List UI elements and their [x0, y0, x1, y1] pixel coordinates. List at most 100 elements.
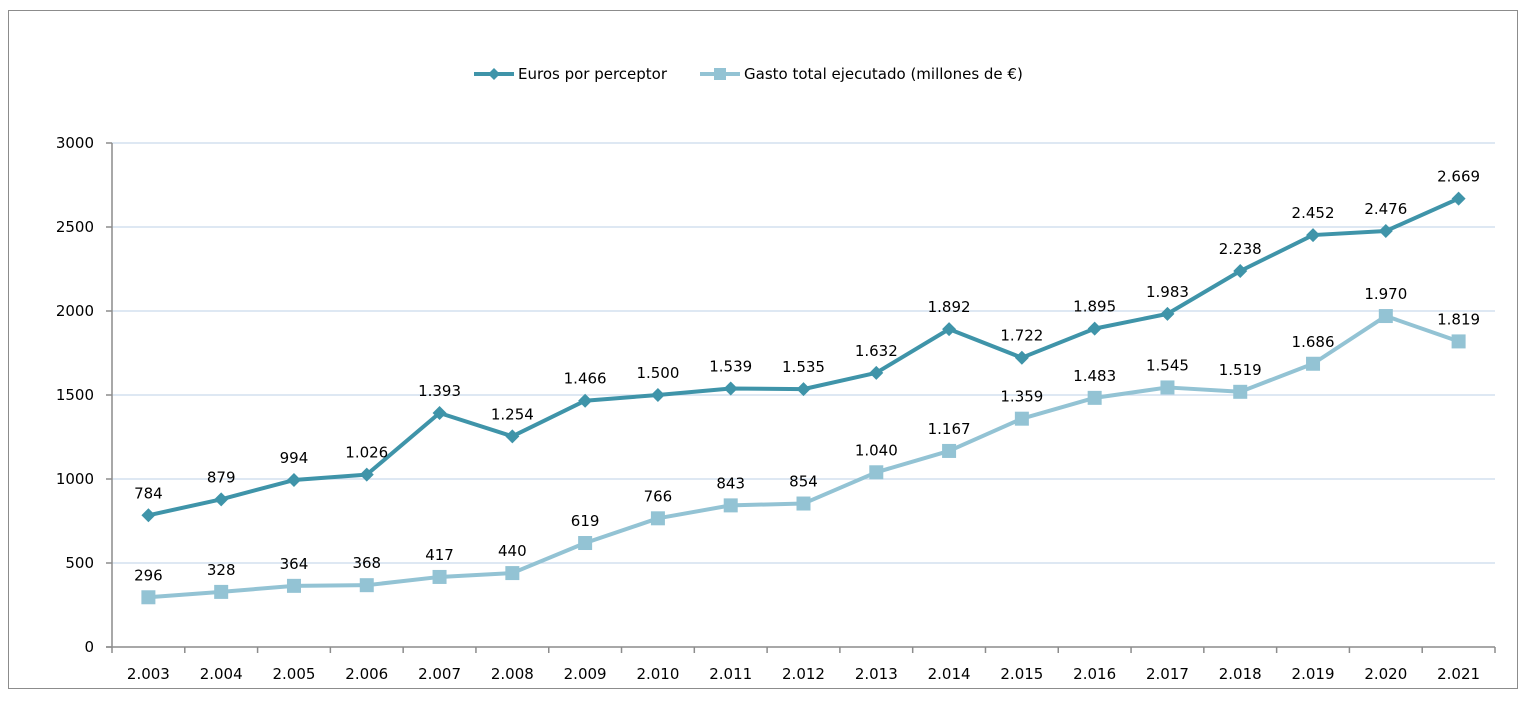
- data-point-diamond[interactable]: [214, 492, 229, 507]
- data-label-gasto-total--2-004: 328: [207, 561, 236, 579]
- x-tick-label-2-020: 2.020: [1364, 665, 1407, 683]
- x-tick-label-2-007: 2.007: [418, 665, 461, 683]
- data-point-diamond[interactable]: [723, 381, 738, 396]
- data-point-square[interactable]: [650, 511, 665, 526]
- data-label-gasto-total--2-006: 368: [352, 554, 381, 572]
- series-line-euros-por-perceptor: [147, 196, 1460, 518]
- data-point-square[interactable]: [1233, 384, 1248, 399]
- data-label-gasto-total--2-021: 1.819: [1437, 310, 1480, 328]
- data-point-diamond[interactable]: [1014, 350, 1029, 365]
- x-tick-label-2-016: 2.016: [1073, 665, 1116, 683]
- legend: Euros por perceptor Gasto total ejecutad…: [474, 65, 1023, 83]
- data-point-diamond[interactable]: [1378, 224, 1393, 239]
- x-tick-label-2-012: 2.012: [782, 665, 825, 683]
- data-point-diamond[interactable]: [942, 322, 957, 337]
- data-label-euros-por-pe-2-012: 1.535: [782, 358, 825, 376]
- data-point-square[interactable]: [1087, 390, 1102, 405]
- x-tick-label-2-006: 2.006: [345, 665, 388, 683]
- data-label-gasto-total--2-014: 1.167: [928, 420, 971, 438]
- x-tick-label-2-019: 2.019: [1292, 665, 1335, 683]
- series: [141, 191, 1466, 605]
- data-label-euros-por-pe-2-003: 784: [134, 484, 163, 502]
- data-point-square[interactable]: [1160, 380, 1175, 395]
- data-label-gasto-total--2-005: 364: [280, 555, 309, 573]
- x-tick-label-2-003: 2.003: [127, 665, 170, 683]
- y-tick-label-1000: 1000: [56, 470, 94, 488]
- data-point-diamond[interactable]: [286, 473, 301, 488]
- chart-frame: [8, 10, 1518, 689]
- data-point-square[interactable]: [141, 590, 156, 605]
- data-point-square[interactable]: [869, 465, 884, 480]
- legend-item-euros-por-perceptor[interactable]: Euros por perceptor: [474, 65, 668, 83]
- data-point-diamond[interactable]: [1087, 321, 1102, 336]
- x-tick-label-2-017: 2.017: [1146, 665, 1189, 683]
- data-point-diamond[interactable]: [578, 393, 593, 408]
- y-tick-label-2500: 2500: [56, 218, 94, 236]
- data-point-diamond[interactable]: [796, 382, 811, 397]
- data-label-euros-por-pe-2-017: 1.983: [1146, 283, 1189, 301]
- data-label-euros-por-pe-2-007: 1.393: [418, 382, 461, 400]
- data-point-square[interactable]: [942, 443, 957, 458]
- legend-item-gasto-total[interactable]: Gasto total ejecutado (millones de €): [700, 65, 1023, 83]
- series-gasto-total-ejecutado-millones-de: [141, 309, 1466, 605]
- data-point-square[interactable]: [505, 566, 520, 581]
- x-tick-label-2-009: 2.009: [564, 665, 607, 683]
- data-point-square[interactable]: [1451, 334, 1466, 349]
- legend-label-euros: Euros por perceptor: [518, 65, 668, 83]
- y-tick-label-2000: 2000: [56, 302, 94, 320]
- data-point-square[interactable]: [578, 536, 593, 551]
- data-label-gasto-total--2-017: 1.545: [1146, 356, 1189, 374]
- y-tick-label-0: 0: [84, 638, 94, 656]
- x-tick-label-2-011: 2.011: [709, 665, 752, 683]
- data-label-euros-por-pe-2-013: 1.632: [855, 342, 898, 360]
- data-point-diamond[interactable]: [1306, 228, 1321, 243]
- y-tick-label-500: 500: [65, 554, 94, 572]
- data-label-euros-por-pe-2-018: 2.238: [1219, 240, 1262, 258]
- data-label-gasto-total--2-008: 440: [498, 542, 527, 560]
- data-point-diamond[interactable]: [1233, 264, 1248, 279]
- series-euros-por-perceptor: [141, 191, 1466, 523]
- data-label-gasto-total--2-012: 854: [789, 473, 818, 491]
- y-tick-labels: 0 500 1000 1500 2000 2500 3000: [56, 134, 112, 656]
- data-label-euros-por-pe-2-010: 1.500: [636, 364, 679, 382]
- data-point-diamond[interactable]: [1160, 306, 1175, 321]
- data-point-square[interactable]: [1014, 411, 1029, 426]
- data-point-square[interactable]: [1378, 309, 1393, 324]
- data-point-square[interactable]: [286, 578, 301, 593]
- data-point-diamond[interactable]: [650, 388, 665, 402]
- data-label-euros-por-pe-2-011: 1.539: [709, 357, 752, 375]
- data-label-gasto-total--2-015: 1.359: [1000, 388, 1043, 406]
- data-label-gasto-total--2-018: 1.519: [1219, 361, 1262, 379]
- data-label-gasto-total--2-003: 296: [134, 566, 163, 584]
- data-point-square[interactable]: [432, 569, 447, 584]
- data-point-square[interactable]: [1306, 356, 1321, 371]
- data-point-square[interactable]: [723, 498, 738, 513]
- data-point-diamond[interactable]: [359, 467, 374, 482]
- data-label-gasto-total--2-011: 843: [716, 474, 745, 492]
- data-point-square[interactable]: [359, 578, 374, 593]
- x-tick-label-2-008: 2.008: [491, 665, 534, 683]
- diamond-marker-icon: [488, 68, 500, 80]
- data-point-diamond[interactable]: [432, 405, 447, 420]
- data-point-diamond[interactable]: [869, 365, 884, 380]
- data-point-diamond[interactable]: [1451, 191, 1466, 206]
- x-tick-labels: 2.003 2.004 2.005 2.006 2.007 2.008 2.009 2.010…: [111, 647, 1496, 683]
- x-tick-label-2-004: 2.004: [200, 665, 243, 683]
- data-label-euros-por-pe-2-008: 1.254: [491, 405, 534, 423]
- data-point-diamond[interactable]: [505, 429, 520, 444]
- legend-label-gasto: Gasto total ejecutado (millones de €): [744, 65, 1023, 83]
- x-tick-label-2-005: 2.005: [272, 665, 315, 683]
- data-label-euros-por-pe-2-005: 994: [280, 449, 309, 467]
- data-label-gasto-total--2-009: 619: [571, 512, 600, 530]
- data-point-square[interactable]: [214, 584, 229, 599]
- x-tick-label-2-021: 2.021: [1437, 665, 1480, 683]
- data-label-gasto-total--2-010: 766: [644, 487, 673, 505]
- data-label-euros-por-pe-2-016: 1.895: [1073, 298, 1116, 316]
- data-label-euros-por-pe-2-019: 2.452: [1292, 204, 1335, 222]
- data-label-gasto-total--2-007: 417: [425, 546, 454, 564]
- data-labels: 784 879 994 1.026 1.393 1.254 1.466 1.500 1.539 1…: [134, 168, 1480, 585]
- data-point-square[interactable]: [796, 496, 811, 511]
- data-label-gasto-total--2-019: 1.686: [1292, 333, 1335, 351]
- gridlines: [112, 142, 1495, 564]
- data-point-diamond[interactable]: [141, 508, 156, 523]
